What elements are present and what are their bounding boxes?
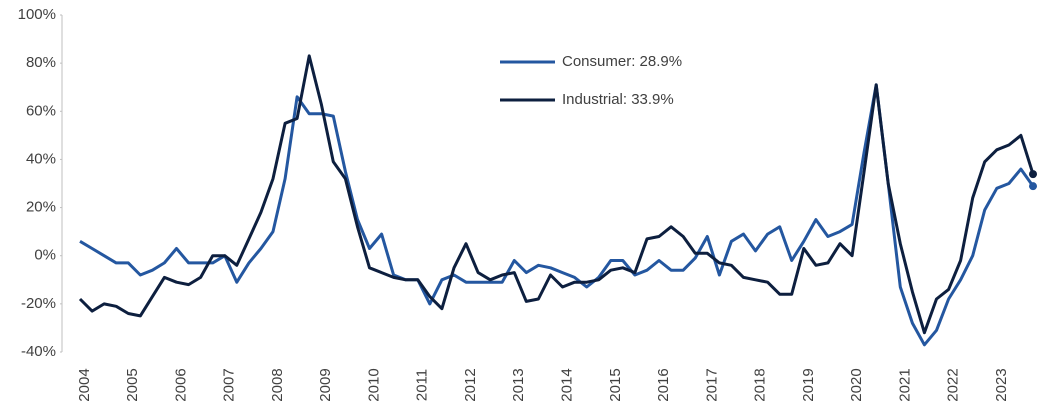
y-tick-label: 80% <box>26 54 56 71</box>
y-tick-label: -20% <box>21 295 56 312</box>
x-tick-label: 2009 <box>317 368 334 401</box>
legend-label: Industrial: 33.9% <box>562 91 674 108</box>
x-tick-label: 2014 <box>559 368 576 401</box>
y-tick-label: 20% <box>26 199 56 216</box>
series-line <box>79 83 1035 347</box>
x-tick-label: 2023 <box>993 368 1010 401</box>
y-tick-label: 60% <box>26 102 56 119</box>
x-tick-label: 2006 <box>172 368 189 401</box>
x-tick-label: 2007 <box>221 368 238 401</box>
x-tick-label: 2005 <box>124 368 141 401</box>
y-tick-label: -40% <box>21 343 56 360</box>
x-tick-label: 2011 <box>414 369 431 401</box>
y-tick-label: 40% <box>26 150 56 167</box>
series-line <box>78 54 1035 335</box>
x-tick-label: 2017 <box>703 368 720 401</box>
legend-label: Consumer: 28.9% <box>562 53 682 70</box>
x-tick-label: 2012 <box>462 368 479 401</box>
x-tick-label: 2013 <box>510 368 527 401</box>
end-marker <box>1029 170 1037 179</box>
x-tick-label: 2020 <box>848 368 865 401</box>
x-tick-label: 2019 <box>800 368 817 401</box>
x-tick-label: 2010 <box>365 368 382 401</box>
x-tick-label: 2015 <box>607 368 624 401</box>
x-tick-label: 2004 <box>76 368 93 401</box>
x-tick-label: 2008 <box>269 368 286 401</box>
end-marker <box>1029 182 1037 191</box>
x-tick-label: 2016 <box>655 368 672 401</box>
x-tick-label: 2021 <box>896 368 913 401</box>
y-tick-label: 100% <box>18 6 56 23</box>
x-tick-label: 2022 <box>945 368 962 401</box>
y-tick-label: 0% <box>34 247 56 264</box>
x-tick-label: 2018 <box>752 368 769 401</box>
